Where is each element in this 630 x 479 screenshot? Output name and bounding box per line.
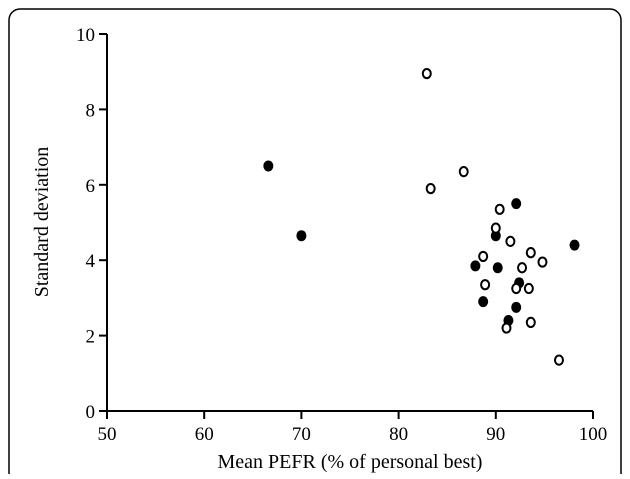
filled-data-point — [296, 230, 307, 242]
data-points — [263, 67, 580, 366]
filled-data-point — [478, 296, 489, 308]
x-tick-label: 80 — [389, 424, 408, 445]
y-tick-label: 8 — [86, 100, 96, 121]
open-data-point — [553, 354, 564, 366]
y-axis-ticks: 0 2 4 6 8 10 — [76, 25, 107, 423]
y-tick-label: 2 — [86, 327, 96, 348]
open-data-point — [458, 166, 469, 178]
open-data-point — [421, 67, 432, 80]
open-data-point — [525, 316, 536, 329]
filled-data-point — [511, 301, 522, 313]
filled-data-point — [511, 198, 522, 210]
x-tick-label: 50 — [98, 424, 117, 445]
open-data-point — [494, 203, 505, 215]
x-tick-label: 90 — [486, 424, 505, 445]
open-data-point — [501, 322, 512, 334]
filled-data-point — [263, 160, 274, 172]
y-tick-label: 0 — [86, 402, 96, 423]
open-data-point — [505, 235, 516, 247]
open-data-point — [478, 250, 489, 263]
chart-frame — [8, 8, 622, 479]
x-tick-label: 100 — [579, 424, 608, 445]
y-tick-label: 10 — [76, 25, 95, 46]
axes — [106, 34, 593, 412]
y-tick-label: 4 — [86, 251, 96, 272]
x-axis-title: Mean PEFR (% of personal best) — [218, 451, 483, 473]
filled-data-point — [470, 260, 481, 272]
y-tick-label: 6 — [86, 176, 96, 197]
x-tick-label: 60 — [195, 424, 214, 445]
open-data-point — [425, 182, 436, 195]
open-data-point — [523, 282, 534, 295]
open-data-point — [537, 256, 548, 268]
open-data-point — [511, 282, 522, 295]
filled-data-point — [492, 262, 503, 274]
open-data-point — [525, 247, 536, 259]
open-data-point — [480, 279, 491, 291]
x-tick-label: 70 — [292, 424, 311, 445]
open-data-point — [517, 262, 528, 274]
filled-data-point — [569, 239, 580, 251]
y-axis-title: Standard deviation — [31, 147, 53, 298]
open-data-point — [490, 222, 501, 234]
x-axis-ticks: 50 60 70 80 90 100 — [98, 411, 608, 445]
